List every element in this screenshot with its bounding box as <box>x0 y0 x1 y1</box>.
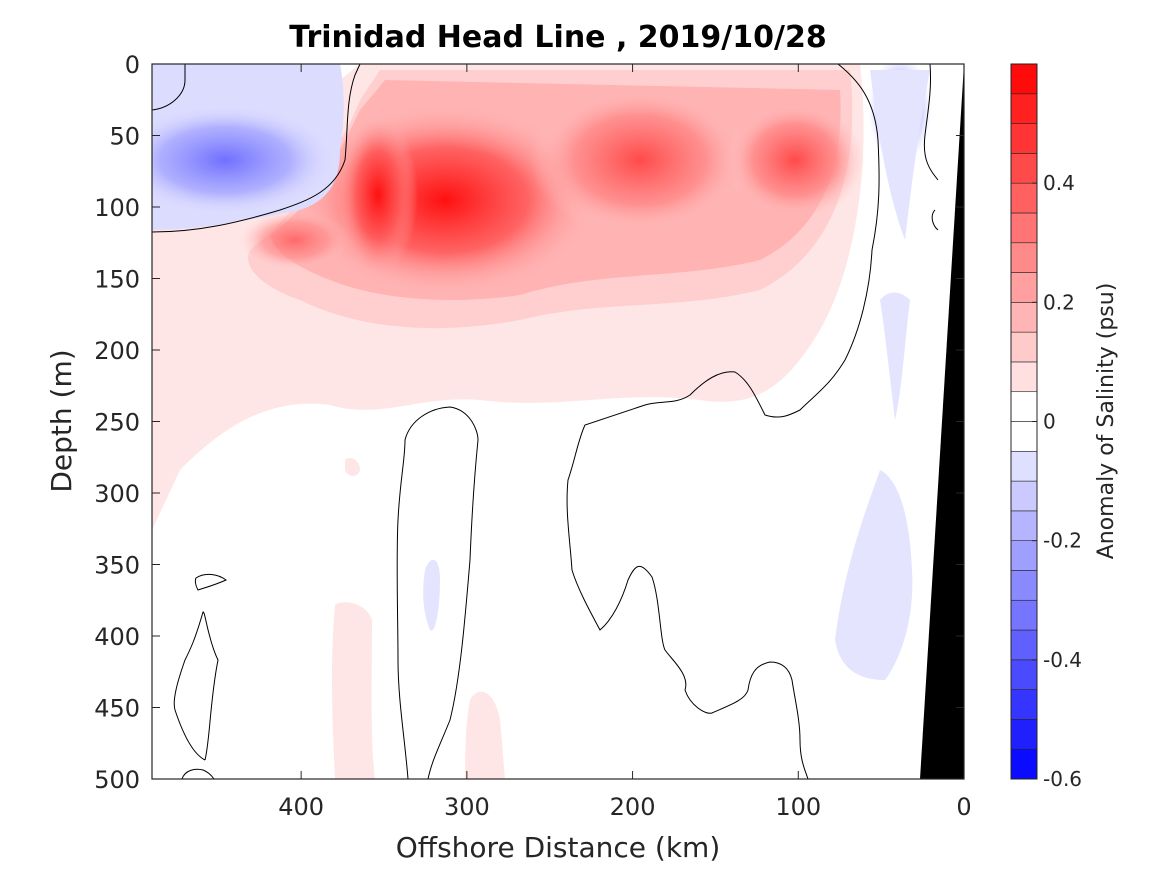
colorbar: 0.4 0.2 0 -0.2 -0.4 -0.6 Anomaly of Salinity … <box>1010 63 1119 791</box>
x-tick-label: 300 <box>444 793 490 821</box>
negative-anomaly-small <box>423 559 440 631</box>
colorbar-level <box>1010 510 1038 541</box>
zero-contours <box>152 64 939 779</box>
zero-contour-near-shore <box>923 64 939 231</box>
y-tick-label: 0 <box>125 51 140 79</box>
colorbar-level <box>1010 480 1038 512</box>
colorbar-segments <box>1010 63 1038 780</box>
positive-anomaly-deep-3 <box>345 458 360 476</box>
x-axis-title: Offshore Distance (km) <box>396 831 721 864</box>
anomaly-field <box>152 64 964 779</box>
colorbar-level <box>1010 63 1038 95</box>
y-tick-label: 300 <box>94 480 140 508</box>
colorbar-level <box>1010 361 1038 393</box>
zero-contour-deep-left <box>173 611 219 779</box>
y-tick-label: 500 <box>94 766 140 794</box>
colorbar-level <box>1010 421 1038 452</box>
colorbar-level <box>1010 331 1038 363</box>
negative-anomaly-deep <box>835 470 913 680</box>
y-tick-label: 400 <box>94 623 140 651</box>
x-tick-label: 0 <box>956 793 971 821</box>
positive-anomaly-deep-1 <box>331 602 375 779</box>
y-tick-label: 50 <box>109 123 140 151</box>
colorbar-level <box>1010 123 1038 154</box>
y-tick-label: 450 <box>94 695 140 723</box>
red-core-left <box>338 115 418 275</box>
positive-anomaly-deep-2 <box>465 691 505 779</box>
colorbar-level <box>1010 570 1038 601</box>
zero-contour-coastal <box>566 64 880 779</box>
zero-contour-small-loop <box>194 573 227 591</box>
negative-anomaly-coastal <box>870 70 930 240</box>
colorbar-level <box>1010 212 1038 244</box>
colorbar-level <box>1010 719 1038 750</box>
colorbar-level <box>1010 748 1038 780</box>
chart-title: Trinidad Head Line , 2019/10/28 <box>289 20 826 55</box>
y-tick-label: 350 <box>94 552 140 580</box>
colorbar-tick-label: -0.6 <box>1043 767 1082 791</box>
colorbar-title: Anomaly of Salinity (psu) <box>1094 283 1119 560</box>
x-tick-label: 200 <box>610 793 656 821</box>
colorbar-level <box>1010 93 1038 124</box>
x-tick-label: 100 <box>775 793 821 821</box>
zero-contour-deep-tongue <box>396 406 479 779</box>
colorbar-level <box>1010 302 1038 333</box>
colorbar-level <box>1010 689 1038 720</box>
colorbar-tick-label: -0.2 <box>1043 529 1082 553</box>
colorbar-tick-label: 0.4 <box>1043 171 1075 195</box>
y-tick-label: 150 <box>94 266 140 294</box>
y-axis-title: Depth (m) <box>45 349 78 492</box>
plot-area: 400 300 200 100 0 0 50 100 150 200 250 300 350 400 45… <box>94 51 971 821</box>
zero-contour-upper-left <box>152 64 361 233</box>
colorbar-level <box>1010 242 1038 273</box>
colorbar-ticks: 0.4 0.2 0 -0.2 -0.4 -0.6 <box>1032 171 1082 791</box>
colorbar-level <box>1010 599 1038 631</box>
bathymetry <box>920 64 964 779</box>
colorbar-level <box>1010 391 1038 422</box>
x-ticks: 400 300 200 100 0 <box>278 64 972 821</box>
negative-anomaly-mid <box>880 292 910 420</box>
colorbar-level <box>1010 659 1038 690</box>
colorbar-level <box>1010 450 1038 482</box>
colorbar-tick-label: 0.2 <box>1043 290 1075 314</box>
colorbar-level <box>1010 272 1038 303</box>
colorbar-level <box>1010 182 1038 214</box>
red-patch-left <box>240 210 350 270</box>
y-tick-label: 100 <box>94 194 140 222</box>
red-core-mid <box>530 85 750 235</box>
red-core-right <box>725 100 865 220</box>
colorbar-level <box>1010 153 1038 184</box>
blue-core-left <box>152 105 335 215</box>
y-ticks: 0 50 100 150 200 250 300 350 400 450 500 <box>94 51 964 794</box>
colorbar-tick-label: 0 <box>1043 410 1056 434</box>
colorbar-tick-label: -0.4 <box>1043 648 1082 672</box>
x-tick-label: 400 <box>278 793 324 821</box>
colorbar-level <box>1010 540 1038 571</box>
colorbar-level <box>1010 629 1038 661</box>
y-tick-label: 200 <box>94 337 140 365</box>
y-tick-label: 250 <box>94 409 140 437</box>
